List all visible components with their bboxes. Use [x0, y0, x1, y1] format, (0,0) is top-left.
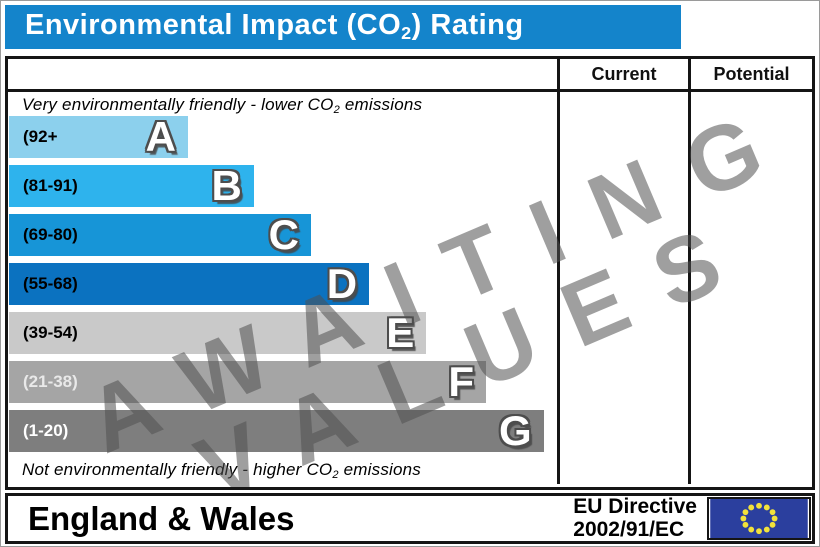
table-body: Very environmentally friendly - lower CO…	[8, 92, 812, 484]
band-e: (39-54) E	[9, 309, 427, 356]
page-title: Environmental Impact (CO2) Rating	[25, 9, 524, 44]
band-letter: G	[499, 407, 532, 454]
band-letter: E	[386, 309, 415, 356]
potential-value-column	[688, 92, 812, 484]
band-letter: A	[145, 113, 176, 160]
table-header-row: Current Potential	[8, 59, 812, 92]
potential-column-header: Potential	[688, 59, 812, 89]
rating-scale-column: Very environmentally friendly - lower CO…	[8, 92, 557, 484]
band-range-label: (55-68)	[23, 274, 78, 293]
eu-directive-label: EU Directive 2002/91/EC	[573, 494, 707, 541]
rating-table: Current Potential Very environmentally f…	[5, 56, 815, 490]
band-range-label: (69-80)	[23, 225, 78, 244]
band-f: (21-38) F	[9, 358, 487, 405]
band-c: (69-80) C	[9, 214, 311, 256]
band-letter: D	[326, 260, 358, 307]
title-bar: Environmental Impact (CO2) Rating	[5, 5, 681, 49]
band-a: (92+ A	[9, 116, 188, 158]
band-range-label: (39-54)	[23, 323, 78, 342]
footer-bar: England & Wales EU Directive 2002/91/EC	[5, 493, 815, 544]
bottom-note: Not environmentally friendly - higher CO…	[22, 460, 422, 481]
eu-flag-stars	[710, 499, 808, 538]
eu-directive-line2: 2002/91/EC	[573, 517, 685, 541]
band-d: (55-68) D	[9, 260, 370, 307]
eu-flag-icon	[707, 497, 811, 540]
band-b: (81-91) B	[9, 165, 254, 207]
eu-directive-line1: EU Directive	[573, 494, 697, 518]
band-range-label: (1-20)	[23, 421, 69, 440]
band-letter: F	[448, 358, 475, 405]
band-letter: B	[211, 162, 242, 209]
region-label: England & Wales	[28, 499, 295, 537]
top-note: Very environmentally friendly - lower CO…	[22, 95, 423, 116]
band-range-label: (92+	[23, 127, 58, 146]
band-range-label: (81-91)	[23, 176, 78, 195]
band-letter: C	[268, 211, 299, 258]
header-spacer	[8, 59, 557, 89]
current-value-column	[557, 92, 688, 484]
current-column-header: Current	[557, 59, 688, 89]
rating-bands: (92+ A (81-91) B (69-80) C (55-68) D (39-54) E (21…	[9, 116, 558, 459]
band-range-label: (21-38)	[23, 372, 78, 391]
band-g: (1-20) G	[9, 410, 544, 452]
